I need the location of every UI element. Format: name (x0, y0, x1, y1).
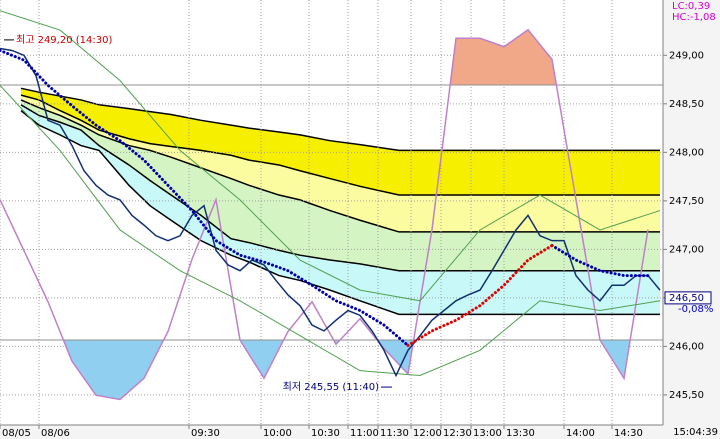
oscillator-fill (0, 29, 648, 85)
hc-label: HC:-1,08 (672, 12, 716, 23)
y-tick-label: 248,50 (669, 99, 704, 110)
y-tick-label: 247,50 (669, 196, 704, 207)
y-tick-label: 245,50 (669, 390, 704, 401)
last-price-label: 246,50 (669, 293, 704, 304)
band-fill (21, 99, 660, 271)
x-tick-label: 08/05 (2, 428, 31, 439)
x-tick-label: 13:30 (506, 428, 535, 439)
series-line (406, 243, 554, 347)
y-tick-label: 248,00 (669, 147, 704, 158)
series-line (0, 85, 661, 377)
y-tick-label: 249,00 (669, 50, 704, 61)
oscillator-fill (0, 340, 648, 400)
axis-layer: 245,50 246,00 246,50 247,00 247,50 248,00 248,… (0, 50, 704, 439)
x-tick-label: 12:00 (413, 428, 442, 439)
low-annotation: 최저 245,55 (11:40) (283, 381, 379, 393)
high-annotation: 최고 249,20 (14:30) (16, 34, 112, 46)
series-line (0, 28, 649, 401)
band-line (20, 94, 660, 196)
x-tick-label: 14:00 (566, 428, 595, 439)
lc-label: LC:0,39 (672, 1, 710, 12)
band-fill (21, 95, 660, 232)
x-tick-label: 12:30 (443, 428, 472, 439)
series-line (0, 48, 650, 347)
change-label: -0,08% (678, 304, 713, 315)
x-tick-label: 14:30 (614, 428, 643, 439)
last-price-box (664, 291, 712, 305)
y-tick-label: 247,00 (669, 244, 704, 255)
x-tick-label: 13:00 (473, 428, 502, 439)
x-tick-label: 09:30 (191, 428, 220, 439)
x-tick-label: 11:00 (350, 428, 379, 439)
band-line (20, 110, 660, 316)
x-tick-label: 08/06 (41, 428, 70, 439)
x-tick-label: 10:30 (311, 428, 340, 439)
series-line (0, 10, 661, 302)
time-label: 15:04:39 (673, 427, 718, 438)
bands-layer (20, 87, 660, 316)
series-line (0, 47, 661, 378)
series-layer (0, 10, 663, 401)
band-line (20, 104, 660, 272)
band-fill (21, 88, 660, 196)
y-tick-label: 246,00 (669, 341, 704, 352)
band-fill (21, 104, 660, 315)
x-tick-label: 11:30 (380, 428, 409, 439)
x-tick-label: 10:00 (263, 428, 292, 439)
band-line (20, 87, 660, 152)
